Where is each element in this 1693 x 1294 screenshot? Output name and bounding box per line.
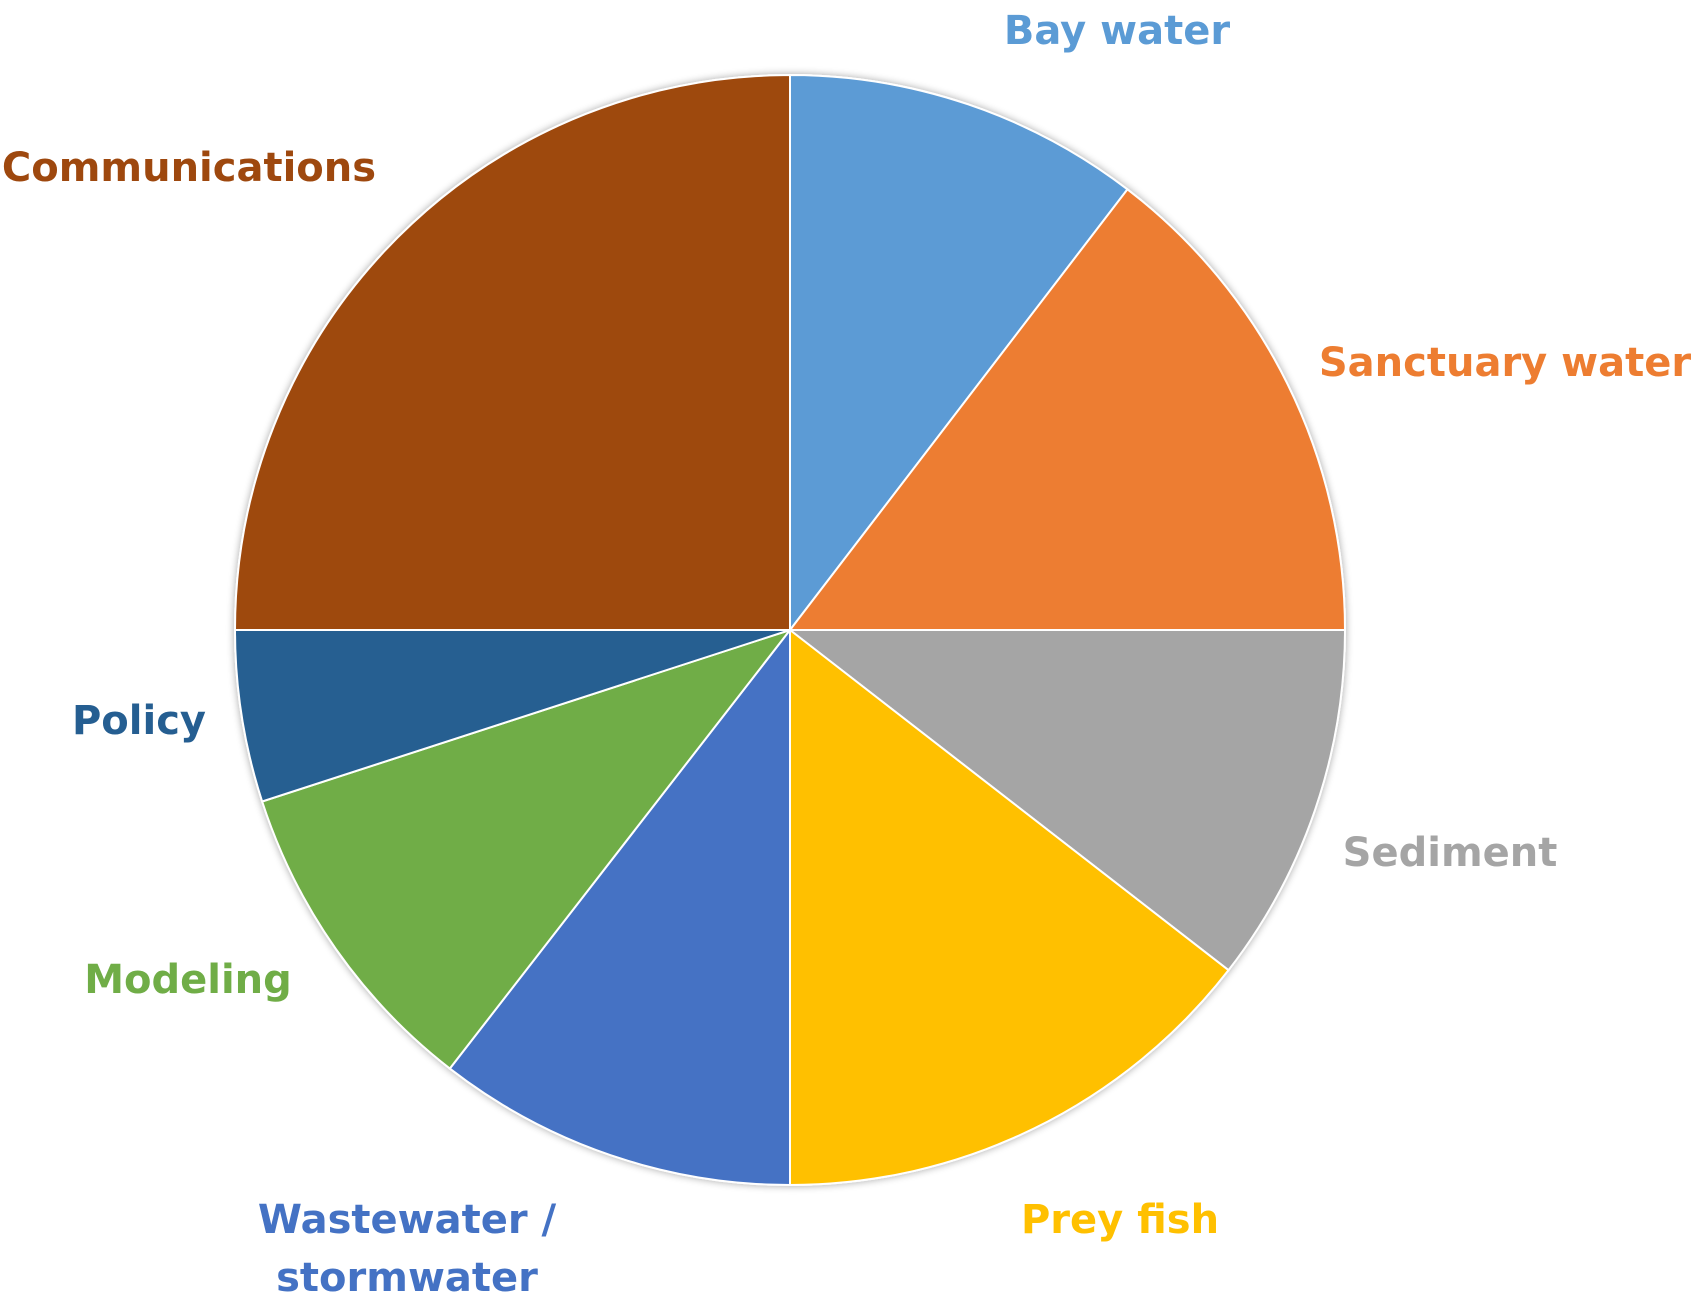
slice-label: Prey fish — [1021, 1197, 1219, 1243]
slice-label-line: Modeling — [84, 957, 292, 1003]
slice-label: Policy — [72, 698, 206, 744]
slice-label-line: Wastewater / — [258, 1197, 557, 1243]
slice-label-line: Policy — [72, 698, 206, 744]
slice-label-line: Sanctuary water — [1319, 340, 1692, 386]
slice-label: Wastewater / stormwater — [258, 1197, 557, 1294]
pie-slices — [233, 73, 1347, 1187]
slice-label: Modeling — [84, 957, 292, 1003]
pie-slice — [787, 187, 1347, 631]
slice-label-line: Communications — [2, 145, 376, 191]
pie-slice — [233, 629, 791, 803]
pie-slice — [789, 73, 1129, 633]
slice-label-line: Sediment — [1343, 830, 1558, 876]
slice-label: Bay water — [1004, 8, 1230, 54]
pie-slice — [789, 627, 1230, 1187]
slice-label-line: stormwater — [276, 1255, 538, 1294]
slice-label: Sediment — [1343, 830, 1558, 876]
pie-slice — [448, 627, 791, 1187]
pie-labels: Bay water Sanctuary water Sediment Prey fis… — [2, 8, 1691, 1294]
slice-label-line: Prey fish — [1021, 1197, 1219, 1243]
pie-slice — [787, 629, 1347, 972]
slice-label: Sanctuary water — [1319, 340, 1692, 386]
pie-slice — [260, 628, 793, 1070]
slice-label: Communications — [2, 145, 376, 191]
slice-label-line: Bay water — [1004, 8, 1230, 54]
pie-slice — [233, 73, 791, 631]
